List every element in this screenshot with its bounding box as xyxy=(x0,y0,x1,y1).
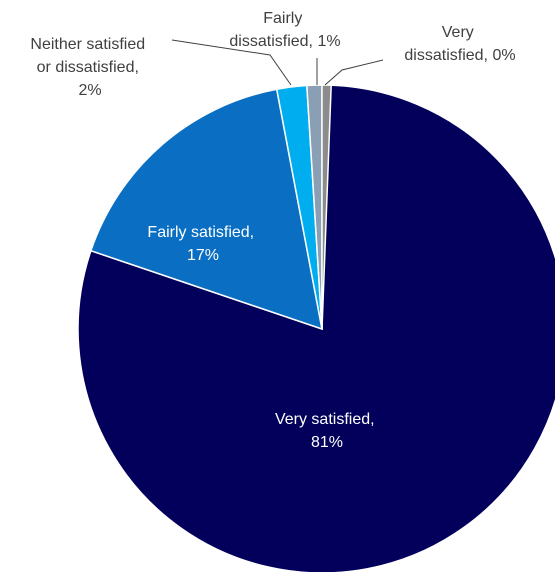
leader-line-very-dissatisfied xyxy=(324,59,384,86)
pie-slices xyxy=(77,84,555,572)
slice-label-very-dissatisfied: Very dissatisfied, 0% xyxy=(404,24,515,64)
slice-label-fairly-satisfied: Fairly satisfied, 17% xyxy=(147,224,258,264)
leader-line-neither xyxy=(171,39,292,86)
slice-label-fairly-dissatisfied: Fairly dissatisfied, 1% xyxy=(229,10,340,50)
slice-label-neither: Neither satisfied or dissatisfied, 2% xyxy=(30,36,149,99)
slice-very-dissatisfied xyxy=(321,84,332,330)
slice-very-satisfied xyxy=(77,84,555,572)
slice-fairly-satisfied xyxy=(89,88,323,331)
slice-label-very-satisfied: Very satisfied, 81% xyxy=(275,411,379,451)
